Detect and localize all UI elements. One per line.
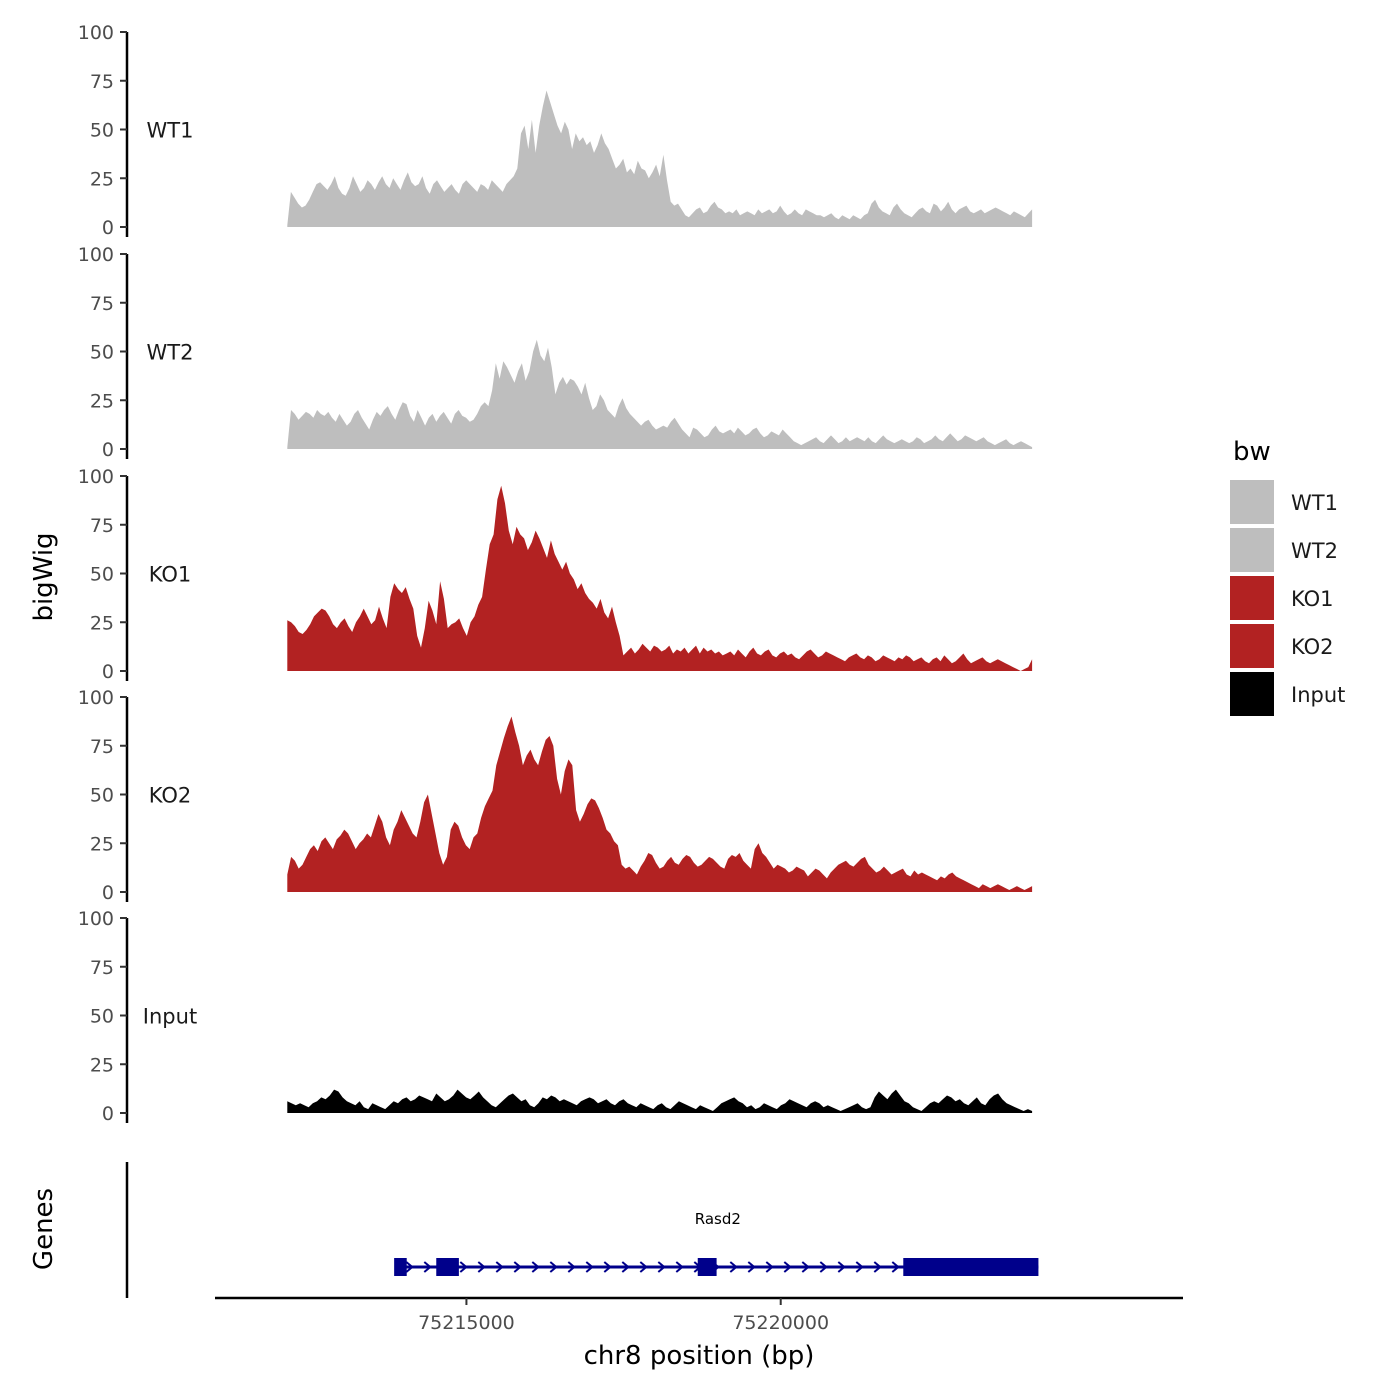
y-tick-label: 100 bbox=[78, 687, 114, 709]
gene-name-label: Rasd2 bbox=[695, 1210, 741, 1228]
y-tick-label: 0 bbox=[102, 1103, 114, 1125]
y-tick-label: 100 bbox=[78, 22, 114, 44]
gene-exon bbox=[394, 1258, 407, 1276]
track-wt2: 0 25 50 75 100 WT2 bbox=[78, 244, 1033, 461]
strand-arrow bbox=[405, 1261, 414, 1273]
legend: bw WT1 WT2 KO1 KO2 Input bbox=[1230, 437, 1345, 716]
y-tick-label: 25 bbox=[90, 168, 114, 190]
track-input: 0 25 50 75 100 Input bbox=[78, 908, 1033, 1125]
legend-title: bw bbox=[1233, 437, 1271, 467]
strand-arrow bbox=[621, 1261, 630, 1273]
signal-area-ko1 bbox=[287, 485, 1033, 671]
strand-arrow bbox=[495, 1261, 504, 1273]
strand-arrow bbox=[549, 1261, 558, 1273]
gene-exon bbox=[436, 1258, 459, 1276]
track-wt1: 0 25 50 75 100 WT1 bbox=[78, 22, 1033, 239]
strand-arrow bbox=[819, 1261, 828, 1273]
strand-arrow bbox=[585, 1261, 594, 1273]
legend-key-wt1 bbox=[1230, 480, 1274, 524]
strand-arrow bbox=[513, 1261, 522, 1273]
y-axis-title: bigWig bbox=[29, 532, 59, 621]
y-tick-label: 50 bbox=[90, 564, 114, 586]
track-label-wt1: WT1 bbox=[147, 119, 194, 143]
legend-label-wt1: WT1 bbox=[1291, 491, 1338, 515]
y-tick-label: 75 bbox=[90, 293, 114, 315]
y-tick-label: 50 bbox=[90, 120, 114, 142]
legend-key-wt2 bbox=[1230, 528, 1274, 572]
genes-panel: Genes Rasd2 bbox=[29, 1162, 1039, 1298]
y-tick-label: 100 bbox=[78, 466, 114, 488]
y-tick-label: 25 bbox=[90, 612, 114, 634]
x-axis-title: chr8 position (bp) bbox=[584, 1341, 815, 1371]
y-tick-label: 75 bbox=[90, 736, 114, 758]
signal-area-input bbox=[287, 1089, 1033, 1113]
strand-arrow bbox=[423, 1261, 432, 1273]
y-tick-label: 0 bbox=[102, 882, 114, 904]
track-ko2: 0 25 50 75 100 KO2 bbox=[78, 687, 1033, 904]
bigwig-tracks: 0255075100WT10255075100WT20255075100KO10… bbox=[78, 22, 1033, 1125]
track-label-input: Input bbox=[143, 1005, 197, 1029]
track-label-wt2: WT2 bbox=[147, 341, 194, 365]
gene-rasd2: Rasd2 bbox=[394, 1210, 1039, 1276]
y-tick-label: 50 bbox=[90, 342, 114, 364]
signal-area-wt2 bbox=[287, 339, 1033, 449]
strand-arrow bbox=[531, 1261, 540, 1273]
strand-arrow bbox=[639, 1261, 648, 1273]
strand-arrow bbox=[855, 1261, 864, 1273]
strand-arrow bbox=[729, 1261, 738, 1273]
y-tick-label: 25 bbox=[90, 1054, 114, 1076]
strand-arrow bbox=[459, 1261, 468, 1273]
genes-panel-title: Genes bbox=[29, 1188, 59, 1270]
strand-arrow bbox=[603, 1261, 612, 1273]
strand-arrow bbox=[765, 1261, 774, 1273]
gene-exon bbox=[697, 1258, 717, 1276]
strand-arrow bbox=[873, 1261, 882, 1273]
signal-area-wt1 bbox=[287, 90, 1033, 227]
y-tick-label: 50 bbox=[90, 785, 114, 807]
y-tick-label: 0 bbox=[102, 217, 114, 239]
strand-arrow bbox=[891, 1261, 900, 1273]
legend-label-input: Input bbox=[1291, 683, 1345, 707]
y-tick-label: 0 bbox=[102, 661, 114, 683]
gene-exon bbox=[903, 1258, 1039, 1276]
legend-label-ko2: KO2 bbox=[1291, 635, 1334, 659]
track-ko1: 0 25 50 75 100 KO1 bbox=[78, 466, 1033, 683]
strand-arrow bbox=[567, 1261, 576, 1273]
strand-arrow bbox=[747, 1261, 756, 1273]
legend-key-ko2 bbox=[1230, 624, 1274, 668]
y-axis-title-group: bigWig bbox=[29, 532, 59, 621]
y-tick-label: 75 bbox=[90, 71, 114, 93]
track-label-ko1: KO1 bbox=[149, 563, 192, 587]
legend-key-input bbox=[1230, 672, 1274, 716]
strand-arrow bbox=[675, 1261, 684, 1273]
x-axis: 75215000 75220000 chr8 position (bp) bbox=[215, 1296, 1183, 1371]
x-tick-label: 75215000 bbox=[418, 1312, 515, 1334]
strand-arrow bbox=[837, 1261, 846, 1273]
strand-arrow bbox=[801, 1261, 810, 1273]
y-tick-label: 0 bbox=[102, 439, 114, 461]
y-tick-label: 75 bbox=[90, 515, 114, 537]
x-tick-label: 75220000 bbox=[732, 1312, 829, 1334]
y-tick-label: 75 bbox=[90, 957, 114, 979]
legend-label-ko1: KO1 bbox=[1291, 587, 1334, 611]
signal-area-ko2 bbox=[287, 716, 1033, 892]
strand-arrow bbox=[657, 1261, 666, 1273]
legend-key-ko1 bbox=[1230, 576, 1274, 620]
y-tick-label: 100 bbox=[78, 908, 114, 930]
strand-arrow bbox=[477, 1261, 486, 1273]
legend-label-wt2: WT2 bbox=[1291, 539, 1338, 563]
strand-arrow bbox=[783, 1261, 792, 1273]
y-tick-label: 25 bbox=[90, 833, 114, 855]
y-tick-label: 25 bbox=[90, 390, 114, 412]
y-tick-label: 100 bbox=[78, 244, 114, 266]
track-label-ko2: KO2 bbox=[149, 784, 192, 808]
y-tick-label: 50 bbox=[90, 1006, 114, 1028]
